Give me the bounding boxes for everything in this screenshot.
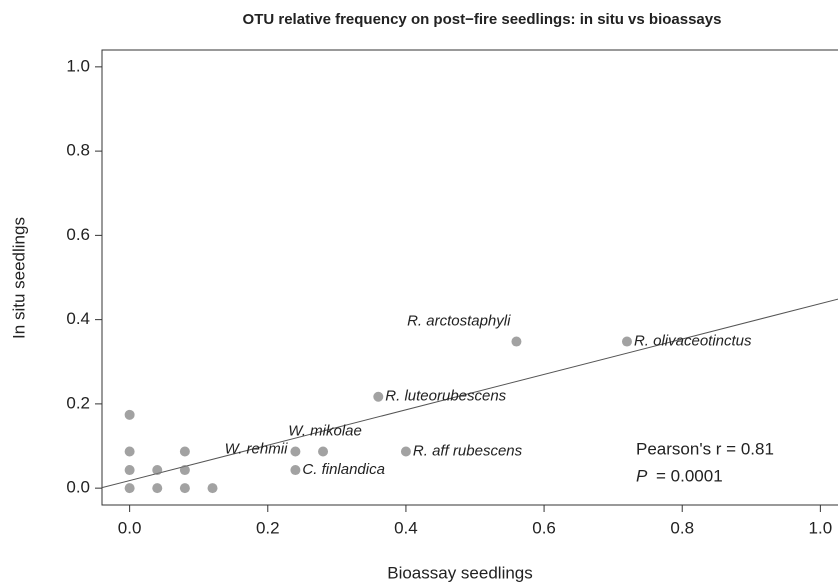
point — [400, 446, 411, 457]
stat-p-value: = 0.0001 — [656, 466, 723, 485]
point — [152, 483, 163, 494]
point-label: R. aff rubescens — [413, 442, 523, 459]
point — [373, 391, 384, 402]
point-label: C. finlandica — [302, 461, 385, 478]
point — [124, 483, 135, 494]
plot-frame — [101, 49, 838, 506]
point-label: W. mikolae — [288, 422, 362, 439]
chart-title: OTU relative frequency on post−fire seed… — [243, 11, 722, 28]
point — [621, 336, 632, 347]
point — [179, 483, 190, 494]
x-tick-label: 0.8 — [670, 518, 694, 537]
x-tick-label: 0.4 — [394, 518, 418, 537]
x-tick-label: 0.0 — [118, 518, 142, 537]
point — [179, 465, 190, 476]
stat-p-symbol: P — [636, 466, 648, 485]
point — [290, 446, 301, 457]
trend-line — [101, 298, 838, 489]
y-tick-label: 1.0 — [66, 56, 90, 75]
y-axis-label: In situ seedlings — [9, 217, 28, 339]
point-label: R. arctostaphyli — [407, 313, 511, 330]
point-label: R. olivaceotinctus — [634, 333, 752, 350]
x-tick-label: 1.0 — [809, 518, 833, 537]
y-tick-label: 0.6 — [66, 225, 90, 244]
y-tick-label: 0.0 — [66, 478, 90, 497]
stat-pearson: Pearson's r = 0.81 — [636, 439, 774, 458]
point — [318, 446, 329, 457]
point — [124, 465, 135, 476]
y-tick-label: 0.2 — [66, 393, 90, 412]
point-label: W. rehmii — [225, 440, 288, 457]
y-tick-label: 0.8 — [66, 141, 90, 160]
x-axis-label: Bioassay seedlings — [387, 563, 533, 582]
y-tick-label: 0.4 — [66, 309, 90, 328]
point-label: R. luteorubescens — [385, 388, 506, 405]
point — [511, 336, 522, 347]
point — [207, 483, 218, 494]
point — [179, 446, 190, 457]
point — [124, 446, 135, 457]
point — [290, 465, 301, 476]
x-tick-label: 0.2 — [256, 518, 280, 537]
point — [124, 409, 135, 420]
x-tick-label: 0.6 — [532, 518, 556, 537]
point — [152, 465, 163, 476]
